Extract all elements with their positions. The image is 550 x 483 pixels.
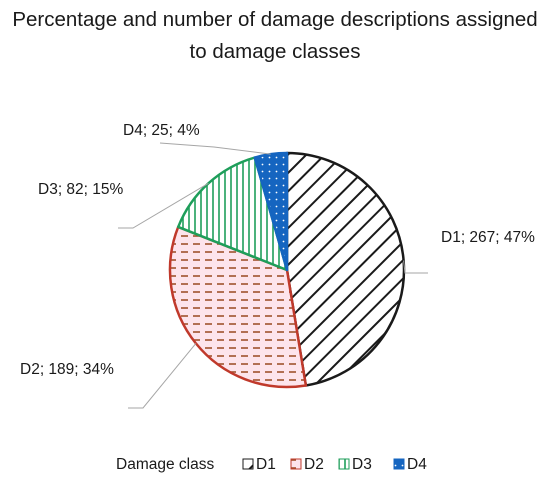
data-label-d3: D3; 82; 15% [38, 181, 124, 198]
legend-swatch-d4 [393, 458, 405, 470]
legend-swatch-d3 [338, 458, 350, 470]
pie [168, 151, 406, 389]
legend-label-d2: D2 [304, 456, 324, 473]
leader-line-d2 [128, 343, 197, 409]
data-label-d2: D2; 189; 34% [20, 361, 114, 378]
data-label-d4: D4; 25; 4% [123, 122, 200, 139]
pie-slice-d1 [285, 151, 406, 387]
legend-label-d4: D4 [407, 456, 427, 473]
leader-line-d3 [118, 182, 209, 229]
pie-slice-d4 [253, 151, 289, 272]
legend-swatch-d2 [290, 458, 302, 470]
legend-label-d3: D3 [352, 456, 372, 473]
chart-title-line-2: to damage classes [190, 40, 361, 63]
legend-title: Damage class [116, 456, 214, 473]
legend-label-d1: D1 [256, 456, 276, 473]
leader-line-d4 [159, 142, 271, 155]
leader-line-d1 [403, 260, 428, 274]
data-label-d1: D1; 267; 47% [441, 229, 535, 246]
legend-swatch-d1 [242, 458, 254, 470]
leader-lines [118, 142, 428, 409]
chart-title-line-1: Percentage and number of damage descript… [12, 8, 537, 31]
legend: Damage class D1 D2 D3 D4 [116, 456, 427, 473]
